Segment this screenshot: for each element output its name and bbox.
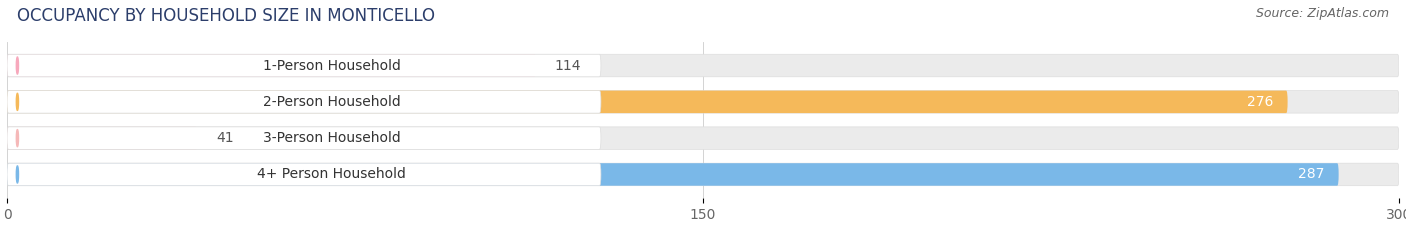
Text: 276: 276 bbox=[1247, 95, 1274, 109]
FancyBboxPatch shape bbox=[7, 163, 1399, 186]
Text: 41: 41 bbox=[217, 131, 233, 145]
Text: 1-Person Household: 1-Person Household bbox=[263, 58, 401, 72]
Text: 2-Person Household: 2-Person Household bbox=[263, 95, 401, 109]
Text: 287: 287 bbox=[1298, 168, 1324, 182]
Text: Source: ZipAtlas.com: Source: ZipAtlas.com bbox=[1256, 7, 1389, 20]
FancyBboxPatch shape bbox=[7, 163, 1339, 186]
FancyBboxPatch shape bbox=[7, 91, 600, 113]
Text: OCCUPANCY BY HOUSEHOLD SIZE IN MONTICELLO: OCCUPANCY BY HOUSEHOLD SIZE IN MONTICELL… bbox=[17, 7, 434, 25]
FancyBboxPatch shape bbox=[7, 91, 1288, 113]
Circle shape bbox=[17, 93, 18, 110]
FancyBboxPatch shape bbox=[7, 163, 600, 186]
FancyBboxPatch shape bbox=[7, 54, 536, 77]
FancyBboxPatch shape bbox=[7, 54, 600, 77]
FancyBboxPatch shape bbox=[7, 91, 1399, 113]
Circle shape bbox=[17, 130, 18, 147]
Circle shape bbox=[17, 166, 18, 183]
Circle shape bbox=[17, 57, 18, 74]
FancyBboxPatch shape bbox=[7, 127, 1399, 149]
FancyBboxPatch shape bbox=[7, 127, 600, 149]
Text: 4+ Person Household: 4+ Person Household bbox=[257, 168, 406, 182]
Text: 114: 114 bbox=[554, 58, 581, 72]
FancyBboxPatch shape bbox=[7, 54, 1399, 77]
FancyBboxPatch shape bbox=[7, 127, 197, 149]
Text: 3-Person Household: 3-Person Household bbox=[263, 131, 401, 145]
